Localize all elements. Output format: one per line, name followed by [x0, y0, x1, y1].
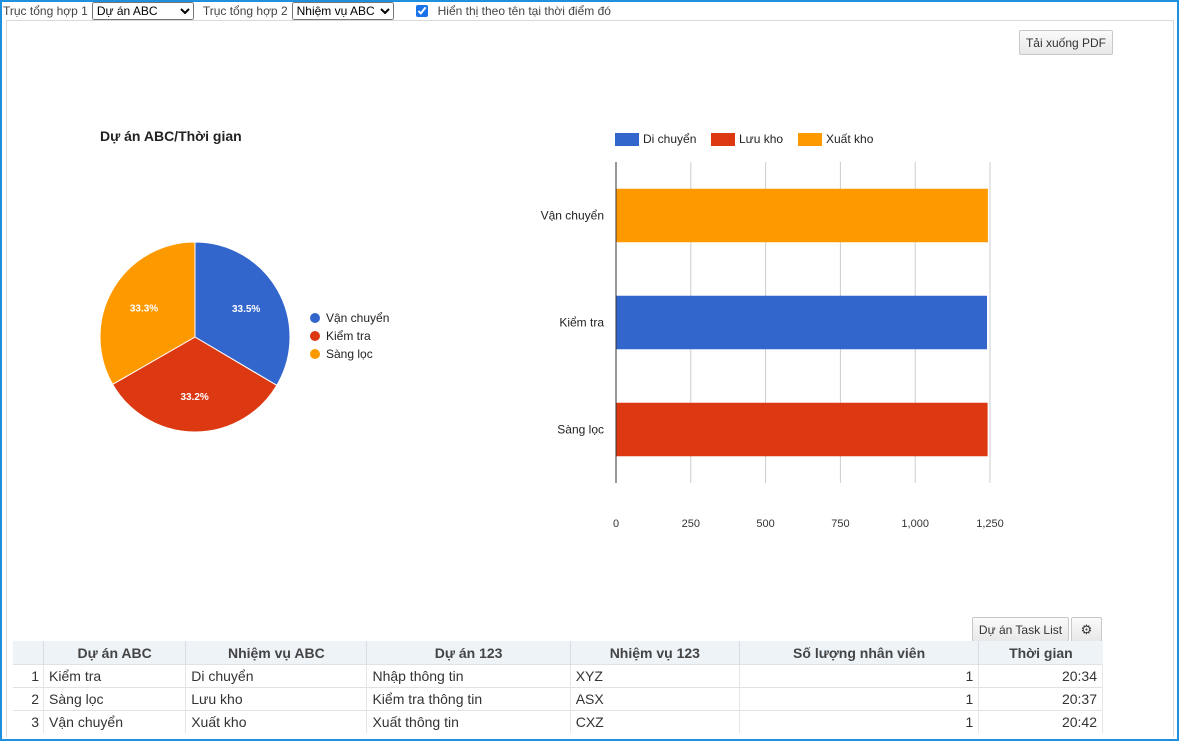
column-header[interactable]: Nhiệm vụ ABC	[185, 641, 368, 665]
y-tick-label: Kiểm tra	[559, 316, 604, 330]
legend-swatch	[711, 133, 735, 146]
axis1-select[interactable]: Dự án ABC	[91, 2, 194, 20]
table-cell: Kiểm tra thông tin	[366, 687, 571, 711]
legend-label: Lưu kho	[739, 132, 783, 146]
legend-marker	[310, 313, 320, 323]
table-cell: Xuất kho	[185, 710, 368, 733]
legend-marker	[310, 349, 320, 359]
x-tick-label: 1,250	[976, 518, 1004, 530]
table-cell: XYZ	[570, 664, 740, 688]
legend-label: Sàng lọc	[326, 347, 373, 361]
y-tick-label: Sàng lọc	[557, 423, 604, 437]
pie-chart-title: Dự án ABC/Thời gian	[100, 128, 242, 144]
legend-swatch	[615, 133, 639, 146]
column-header[interactable]: Số lượng nhân viên	[739, 641, 980, 665]
table-cell: Nhập thông tin	[366, 664, 571, 688]
x-tick-label: 1,000	[901, 518, 929, 530]
axis2-label: Trục tổng hợp 2	[202, 4, 288, 18]
pie-slice-label: 33.3%	[130, 303, 158, 314]
task-list-button[interactable]: Dự án Task List	[972, 617, 1069, 642]
table-cell: 20:34	[978, 664, 1103, 688]
data-table: Dự án ABC Nhiệm vụ ABC Dự án 123 Nhiệm v…	[13, 641, 1103, 733]
row-number: 3	[13, 710, 45, 733]
legend-label: Vận chuyển	[326, 311, 389, 325]
x-tick-label: 250	[682, 518, 700, 530]
legend-label: Di chuyển	[643, 132, 696, 146]
y-tick-label: Vận chuyển	[541, 209, 604, 223]
table-row[interactable]: 2 Sàng lọc Lưu kho Kiểm tra thông tin AS…	[13, 687, 1103, 711]
legend-label: Xuất kho	[826, 132, 874, 146]
report-panel	[6, 20, 1174, 737]
row-number: 1	[13, 664, 45, 688]
gear-icon: ⚙	[1080, 621, 1093, 637]
table-header-row: Dự án ABC Nhiệm vụ ABC Dự án 123 Nhiệm v…	[13, 641, 1103, 665]
x-tick-label: 750	[831, 518, 849, 530]
row-number: 2	[13, 687, 45, 711]
table-cell: 1	[739, 664, 980, 688]
column-header[interactable]: Thời gian	[978, 641, 1103, 665]
toolbar: Trục tổng hợp 1 Dự án ABC Trục tổng hợp …	[3, 2, 611, 20]
show-name-label: Hiển thị theo tên tại thời điểm đó	[437, 4, 611, 18]
axis2-select[interactable]: Nhiệm vụ ABC	[291, 2, 394, 20]
pie-slice	[194, 241, 291, 387]
pie-chart: 33.5% 33.2% 33.3% Vận chuyển Kiểm tra Sàng lọ…	[99, 241, 389, 433]
bar-chart: 0 250 500 750 1,000 1,250 Vận chuyển Kiểm tra Sà…	[541, 132, 1004, 530]
table-cell: ASX	[570, 687, 740, 711]
download-pdf-button[interactable]: Tải xuống PDF	[1019, 30, 1113, 55]
axis1-label: Trục tổng hợp 1	[3, 4, 88, 18]
bar	[616, 402, 988, 457]
pie-slice-label: 33.5%	[232, 304, 260, 315]
legend-swatch	[798, 133, 822, 146]
table-cell: Lưu kho	[185, 687, 368, 711]
table-cell: CXZ	[570, 710, 740, 733]
x-tick-label: 500	[756, 518, 774, 530]
column-header[interactable]: Dự án ABC	[43, 641, 187, 665]
pie-slice-label: 33.2%	[180, 392, 208, 403]
table-cell: Sàng lọc	[43, 687, 187, 711]
column-header[interactable]: Nhiệm vụ 123	[570, 641, 740, 665]
table-cell: Xuất thông tin	[366, 710, 571, 733]
table-cell: Di chuyển	[185, 664, 368, 688]
pie-slice	[111, 336, 278, 433]
legend-marker	[310, 331, 320, 341]
bar	[616, 188, 988, 243]
table-cell: 20:42	[978, 710, 1103, 733]
x-tick-label: 0	[613, 518, 619, 530]
pie-slice	[99, 241, 196, 386]
column-header[interactable]: Dự án 123	[366, 641, 571, 665]
settings-button[interactable]: ⚙	[1071, 617, 1102, 642]
bar	[616, 295, 988, 350]
table-row[interactable]: 3 Vận chuyển Xuất kho Xuất thông tin CXZ…	[13, 710, 1103, 733]
table-cell: 20:37	[978, 687, 1103, 711]
table-cell: 1	[739, 710, 980, 733]
legend-label: Kiểm tra	[326, 329, 371, 343]
show-name-checkbox[interactable]	[415, 5, 428, 17]
table-cell: 1	[739, 687, 980, 711]
table-cell: Kiểm tra	[43, 664, 187, 688]
table-cell: Vận chuyển	[43, 710, 187, 733]
row-number-header	[13, 641, 45, 665]
table-row[interactable]: 1 Kiểm tra Di chuyển Nhập thông tin XYZ …	[13, 664, 1103, 688]
